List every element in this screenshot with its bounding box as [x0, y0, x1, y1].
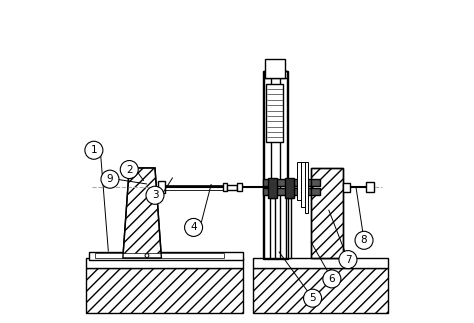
Circle shape [184, 218, 202, 236]
Bar [253, 258, 388, 268]
Bar [266, 84, 283, 142]
Bar [228, 185, 237, 190]
Bar [265, 58, 284, 78]
Bar [264, 71, 288, 78]
Bar [343, 183, 349, 192]
Bar [298, 162, 301, 200]
Bar [365, 182, 374, 192]
Circle shape [323, 270, 341, 288]
Bar [237, 183, 242, 191]
Bar [281, 71, 288, 258]
Text: 2: 2 [126, 164, 133, 174]
Bar [311, 168, 343, 258]
Bar [301, 162, 304, 206]
Polygon shape [123, 168, 162, 258]
Circle shape [101, 170, 119, 188]
Bar [311, 168, 343, 258]
Text: 3: 3 [152, 190, 158, 200]
Text: 7: 7 [345, 255, 351, 265]
Bar [222, 183, 228, 191]
Text: 8: 8 [361, 235, 367, 245]
Bar [264, 71, 289, 259]
Text: 6: 6 [328, 274, 335, 284]
Circle shape [120, 161, 138, 179]
Bar [89, 252, 244, 260]
Bar [158, 182, 165, 193]
Text: 4: 4 [190, 223, 197, 233]
Bar [95, 253, 224, 258]
Bar [264, 188, 319, 195]
Bar [286, 198, 291, 258]
Circle shape [85, 141, 103, 159]
Text: 9: 9 [107, 174, 113, 184]
Circle shape [145, 254, 149, 257]
Bar [270, 198, 274, 258]
Bar [305, 162, 309, 213]
Bar [264, 179, 319, 186]
Bar [86, 268, 244, 313]
Bar [264, 71, 272, 258]
Text: 5: 5 [309, 293, 316, 303]
Bar [268, 178, 277, 198]
Bar [253, 268, 388, 313]
Circle shape [303, 289, 321, 307]
Bar [284, 178, 293, 198]
Circle shape [146, 186, 164, 204]
Circle shape [339, 251, 357, 269]
Text: 1: 1 [91, 145, 97, 155]
Bar [86, 258, 244, 268]
Circle shape [355, 231, 373, 249]
